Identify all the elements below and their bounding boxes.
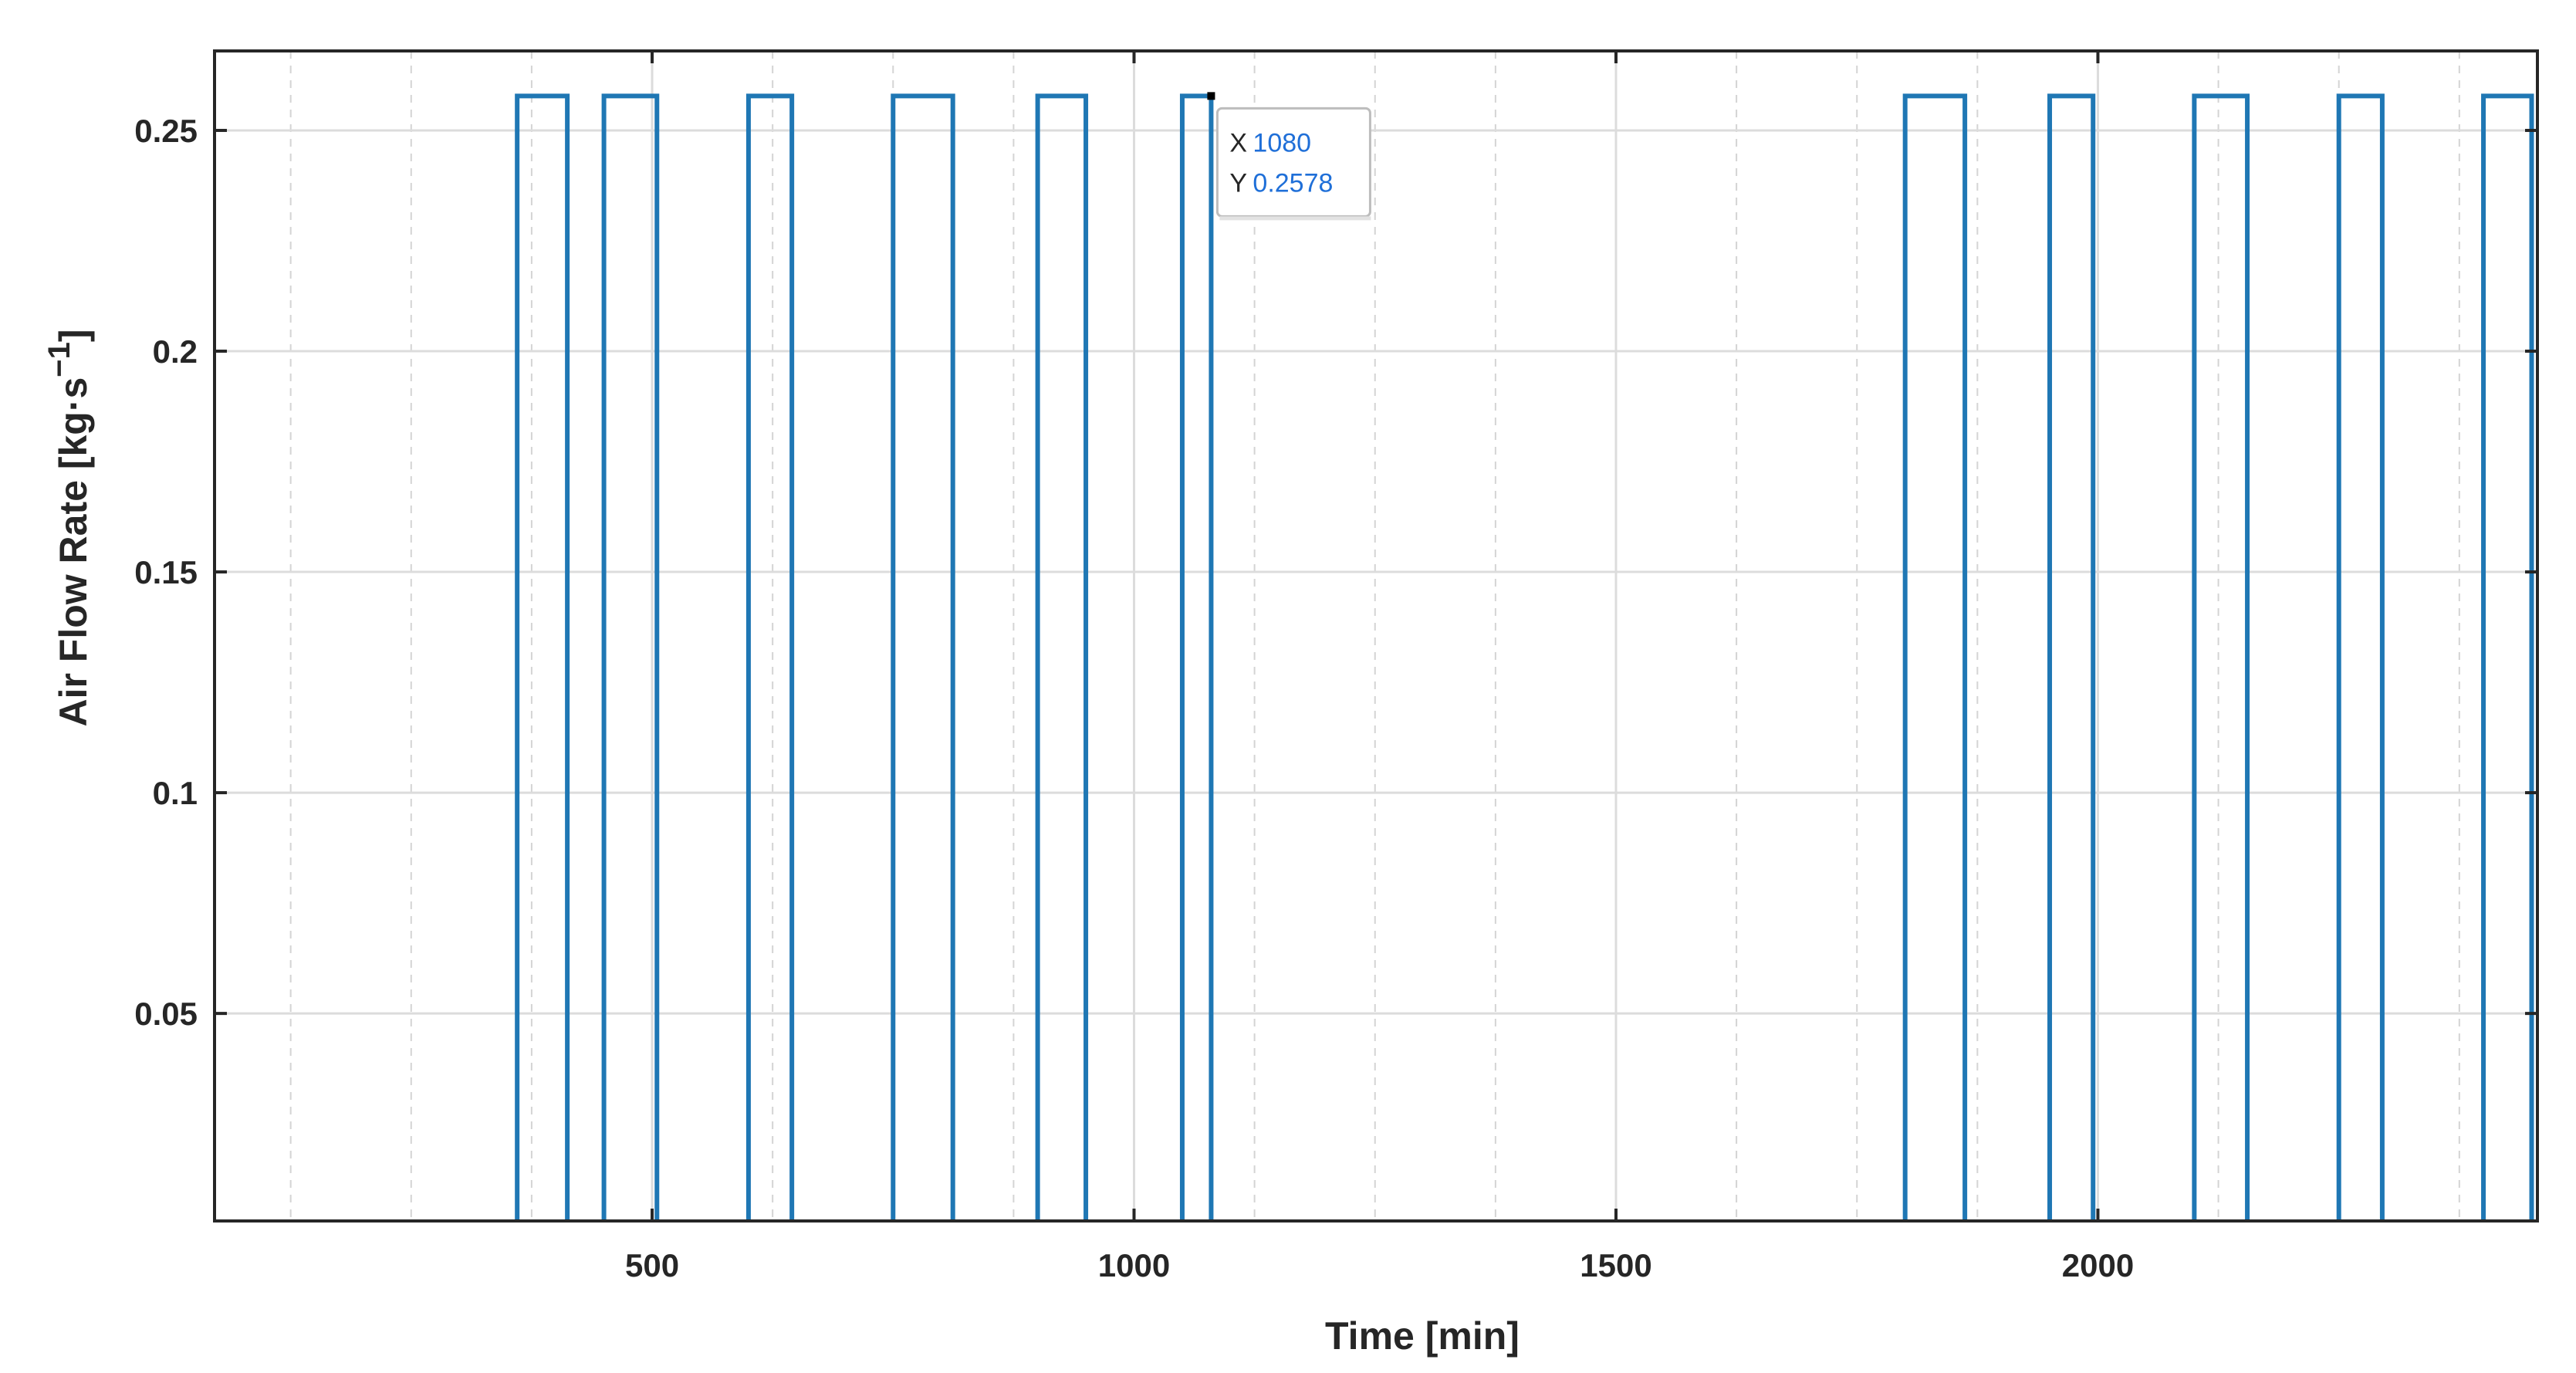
x-tick-label: 1500	[1580, 1247, 1651, 1283]
pulse-segment-4	[893, 96, 952, 1221]
datatip-x-value: 1080	[1253, 128, 1311, 157]
pulse-segment-10	[2339, 96, 2382, 1221]
series-layer	[515, 93, 2534, 1221]
x-tick-label: 500	[625, 1247, 679, 1283]
axes-layer	[213, 49, 2539, 1223]
pulse-segment-1	[517, 96, 567, 1221]
datatip-box[interactable]	[1215, 107, 1371, 218]
y-tick-label: 0.2	[153, 333, 198, 370]
datatip-y-value: 0.2578	[1253, 168, 1333, 198]
pulse-segment-3	[749, 96, 792, 1221]
pulse-segment-6	[1182, 96, 1211, 1221]
axes-box	[213, 49, 2539, 1223]
pulse-segment-9	[2194, 96, 2247, 1221]
y-tick-label: 0.15	[134, 554, 198, 590]
pulse-segment-7	[1905, 96, 1965, 1221]
x-axis-label: Time [min]	[1325, 1314, 1520, 1358]
y-axis-label: Air Flow Rate [kg·s−1]	[42, 329, 95, 726]
datatip-marker[interactable]	[1207, 92, 1215, 100]
datatip-x-key: X	[1229, 128, 1247, 157]
pulse-segment-11	[2483, 96, 2531, 1221]
labels-layer: 500 1000 1500 2000 0.05 0.1 0.15 0.2 0.25 Time [m…	[42, 113, 2134, 1358]
y-tick-label: 0.05	[134, 996, 198, 1032]
y-tick-label: 0.25	[134, 113, 198, 149]
x-tick-label: 2000	[2062, 1247, 2134, 1283]
y-tick-label: 0.1	[153, 775, 198, 811]
pulse-segment-8	[2050, 96, 2093, 1221]
pulse-segment-2	[604, 96, 658, 1221]
x-tick-label: 1000	[1098, 1247, 1170, 1283]
air-flow-series-line	[515, 93, 2534, 1221]
datatip-shadow	[1219, 216, 1371, 221]
datatip-y-key: Y	[1229, 168, 1247, 198]
pulse-segment-5	[1038, 96, 1086, 1221]
